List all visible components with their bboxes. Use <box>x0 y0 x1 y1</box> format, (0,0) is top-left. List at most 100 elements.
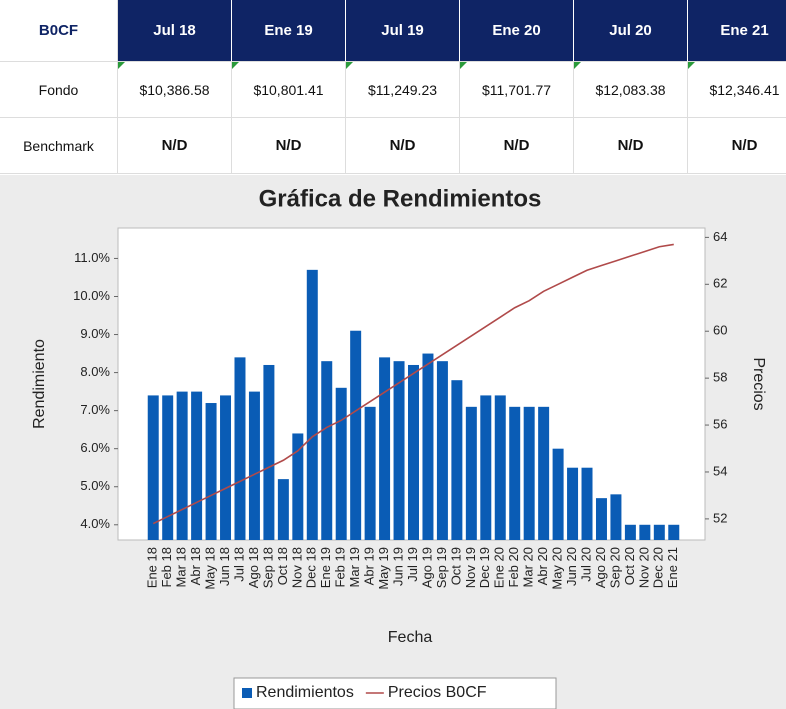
y-tick-label: 9.0% <box>80 326 110 341</box>
bar <box>277 479 289 540</box>
y-tick-label: 8.0% <box>80 364 110 379</box>
bar <box>191 391 203 540</box>
bar <box>248 391 260 540</box>
y-tick-label: 6.0% <box>80 440 110 455</box>
x-axis-title: Fecha <box>388 629 433 646</box>
bar <box>321 361 333 540</box>
bar <box>306 269 318 540</box>
y2-tick-label: 54 <box>713 463 727 478</box>
bar <box>205 403 217 540</box>
bar <box>668 524 680 540</box>
x-tick-label: Mar 19 <box>347 547 362 587</box>
x-tick-label: Nov 20 <box>636 547 651 588</box>
x-tick-label: Dec 20 <box>651 547 666 588</box>
header-cell: Ene 19 <box>232 0 346 62</box>
bar <box>176 391 188 540</box>
bar <box>350 330 362 540</box>
bar <box>364 406 376 540</box>
bar <box>147 395 159 540</box>
bar <box>480 395 492 540</box>
legend-swatch <box>242 688 252 698</box>
header-cell: Ene 21 <box>688 0 786 62</box>
y2-tick-label: 58 <box>713 370 727 385</box>
x-tick-label: Mar 18 <box>174 547 189 587</box>
x-tick-label: Jul 20 <box>578 547 593 582</box>
legend-label: Rendimientos <box>256 684 354 701</box>
table-cell: N/D <box>232 118 346 174</box>
y2-tick-label: 52 <box>713 510 727 525</box>
x-tick-label: Sep 19 <box>434 547 449 588</box>
table-cell: $10,386.58 <box>118 62 232 118</box>
x-tick-label: Ene 19 <box>318 547 333 588</box>
y-tick-label: 10.0% <box>73 288 110 303</box>
bar <box>595 498 607 540</box>
bar <box>494 395 506 540</box>
x-tick-label: Feb 20 <box>506 547 521 587</box>
table-cell: N/D <box>118 118 232 174</box>
x-tick-label: Sep 18 <box>260 547 275 588</box>
header-cell: B0CF <box>0 0 118 62</box>
bar <box>408 364 419 540</box>
y2-tick-label: 62 <box>713 276 727 291</box>
y2-tick-label: 60 <box>713 323 727 338</box>
bar <box>567 467 579 540</box>
bar <box>465 406 477 540</box>
bar <box>552 448 564 540</box>
bar <box>393 361 405 540</box>
bar <box>436 361 448 540</box>
bar <box>422 353 434 540</box>
x-tick-label: Jun 18 <box>217 547 232 586</box>
y-tick-label: 11.0% <box>74 250 110 265</box>
bar <box>335 387 347 540</box>
header-cell: Jul 19 <box>346 0 460 62</box>
legend-label: Precios B0CF <box>388 684 487 701</box>
x-tick-label: May 20 <box>550 547 565 590</box>
x-tick-label: Oct 18 <box>275 547 290 585</box>
x-tick-label: Ene 18 <box>145 547 160 588</box>
x-tick-label: Oct 20 <box>622 547 637 585</box>
summary-table: B0CF Jul 18 Ene 19 Jul 19 Ene 20 Jul 20 Ene 21… <box>0 0 786 175</box>
x-tick-label: Dec 18 <box>304 547 319 588</box>
bar <box>451 380 463 540</box>
bar <box>624 524 636 540</box>
header-cell: Ene 20 <box>460 0 574 62</box>
x-tick-label: Jun 19 <box>390 547 405 586</box>
y2-tick-label: 56 <box>713 416 727 431</box>
x-tick-label: May 18 <box>203 547 218 590</box>
table-cell: $10,801.41 <box>232 62 346 118</box>
x-tick-label: Ago 19 <box>419 547 434 588</box>
x-tick-label: Oct 19 <box>448 547 463 585</box>
line <box>152 243 674 525</box>
bar <box>639 524 651 540</box>
table-cell: N/D <box>460 118 574 174</box>
bar <box>379 357 391 540</box>
x-tick-label: Nov 18 <box>289 547 304 588</box>
chart-title: Gráfica de Rendimientos <box>259 185 542 212</box>
bar <box>263 364 275 540</box>
x-tick-label: Ene 20 <box>492 547 507 588</box>
x-tick-label: Feb 19 <box>333 547 348 587</box>
bar <box>538 406 550 540</box>
x-tick-label: Jun 20 <box>564 547 579 586</box>
x-tick-label: Ago 20 <box>593 547 608 588</box>
bar <box>509 406 521 540</box>
bar <box>653 524 665 540</box>
x-tick-label: Abr 19 <box>362 547 377 585</box>
table-cell: N/D <box>574 118 688 174</box>
bar <box>234 357 246 540</box>
bar <box>162 395 174 540</box>
table-cell: N/D <box>688 118 786 174</box>
x-tick-label: Jul 18 <box>231 547 246 582</box>
table-cell: $11,701.77 <box>460 62 574 118</box>
x-tick-label: Feb 18 <box>159 547 174 587</box>
bar <box>610 494 622 540</box>
x-tick-label: Ago 18 <box>246 547 261 588</box>
header-cell: Jul 18 <box>118 0 232 62</box>
row-label: Benchmark <box>0 118 118 174</box>
y-tick-label: 4.0% <box>80 516 110 531</box>
chart: Gráfica de Rendimientos Fecha Rendimient… <box>0 175 786 709</box>
legend <box>233 677 557 709</box>
y-tick-label: 5.0% <box>80 478 110 493</box>
x-tick-label: Mar 20 <box>521 547 536 587</box>
